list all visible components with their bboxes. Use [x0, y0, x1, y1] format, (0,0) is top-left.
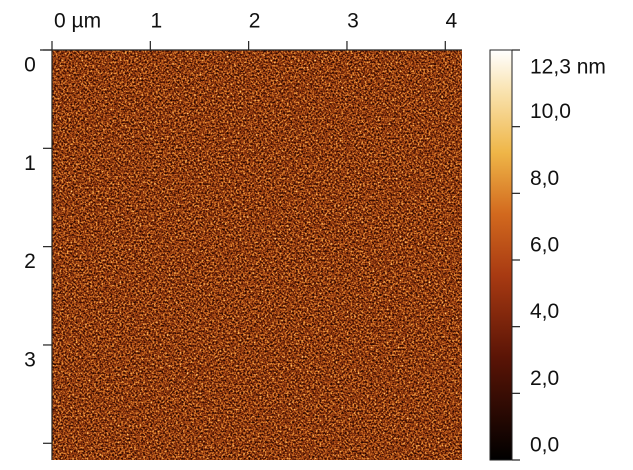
colorbar-tick-label: 6,0	[530, 234, 559, 257]
colorbar-tick-label: 8,0	[530, 167, 559, 190]
y-tick-label: 1	[24, 152, 36, 175]
colorbar-tick-label: 10,0	[530, 100, 571, 123]
colorbar-tick-label: 12,3 nm	[530, 56, 606, 79]
x-tick-label: 0 µm	[54, 10, 101, 33]
x-tick-label: 4	[445, 10, 457, 33]
afm-image	[52, 50, 462, 460]
x-tick-label: 3	[347, 10, 359, 33]
y-tick-label: 0	[24, 54, 36, 77]
colorbar-tick-label: 0,0	[530, 434, 559, 457]
x-tick-label: 1	[150, 10, 162, 33]
y-tick-label: 2	[24, 250, 36, 273]
x-tick-label: 2	[249, 10, 261, 33]
colorbar-tick-label: 4,0	[530, 300, 559, 323]
y-tick-label: 3	[24, 349, 36, 372]
colorbar-tick-label: 2,0	[530, 367, 559, 390]
colorbar	[489, 49, 513, 461]
